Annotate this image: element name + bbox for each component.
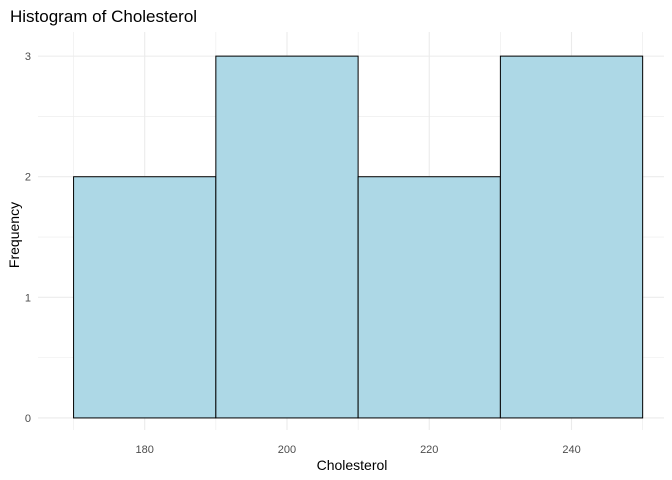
- y-tick-label: 2: [25, 172, 31, 184]
- chart-title: Histogram of Cholesterol: [10, 7, 197, 26]
- histogram-bar: [215, 55, 359, 419]
- y-tick-label: 3: [25, 51, 31, 63]
- y-axis-ticks: 0 1 2 3: [25, 51, 31, 425]
- y-tick-label: 1: [25, 292, 31, 304]
- histogram-bars: [73, 55, 644, 419]
- x-tick-label: 180: [136, 444, 154, 456]
- histogram-bar: [73, 176, 217, 419]
- histogram-bar: [499, 55, 644, 419]
- x-axis-label: Cholesterol: [317, 457, 388, 473]
- x-tick-label: 240: [562, 444, 580, 456]
- x-tick-label: 200: [278, 444, 296, 456]
- y-tick-label: 0: [25, 413, 31, 425]
- histogram-bar: [357, 176, 501, 419]
- x-axis-ticks: 180 200 220 240: [136, 444, 581, 456]
- x-tick-label: 220: [420, 444, 438, 456]
- y-axis-label: Frequency: [6, 202, 22, 268]
